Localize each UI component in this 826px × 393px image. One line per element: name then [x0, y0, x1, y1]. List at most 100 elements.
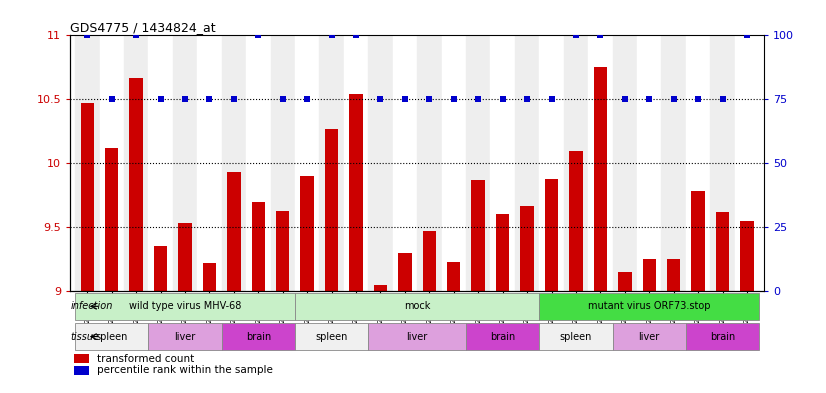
- Bar: [325, 129, 339, 291]
- Bar: [716, 212, 729, 291]
- Point: [643, 96, 656, 103]
- Text: infection: infection: [71, 301, 113, 311]
- Bar: [178, 223, 192, 291]
- Bar: [149, 35, 173, 291]
- Bar: [154, 246, 168, 291]
- Bar: [271, 35, 295, 291]
- Bar: [491, 35, 515, 291]
- Point: [301, 96, 314, 103]
- Bar: [594, 67, 607, 291]
- Text: spleen: spleen: [560, 332, 592, 342]
- Bar: [344, 35, 368, 291]
- Point: [276, 96, 289, 103]
- Text: mutant virus ORF73.stop: mutant virus ORF73.stop: [588, 301, 710, 311]
- Bar: [667, 259, 681, 291]
- Bar: [472, 180, 485, 291]
- Text: liver: liver: [638, 332, 660, 342]
- Bar: [496, 215, 510, 291]
- Bar: [691, 191, 705, 291]
- Point: [618, 96, 631, 103]
- Bar: [520, 206, 534, 291]
- FancyBboxPatch shape: [686, 323, 759, 350]
- Bar: [662, 35, 686, 291]
- Point: [447, 96, 460, 103]
- Bar: [588, 35, 613, 291]
- Bar: [105, 148, 118, 291]
- Bar: [74, 366, 89, 375]
- Text: brain: brain: [710, 332, 735, 342]
- Bar: [735, 35, 759, 291]
- Text: transformed count: transformed count: [97, 354, 194, 364]
- FancyBboxPatch shape: [539, 293, 759, 320]
- Point: [227, 96, 240, 103]
- Bar: [710, 35, 735, 291]
- FancyBboxPatch shape: [221, 323, 295, 350]
- Text: liver: liver: [406, 332, 428, 342]
- Point: [252, 32, 265, 39]
- Point: [374, 96, 387, 103]
- Bar: [99, 35, 124, 291]
- Bar: [466, 35, 491, 291]
- Point: [349, 32, 363, 39]
- Bar: [515, 35, 539, 291]
- Point: [472, 96, 485, 103]
- Point: [716, 96, 729, 103]
- FancyBboxPatch shape: [539, 323, 613, 350]
- Bar: [569, 151, 582, 291]
- Point: [691, 96, 705, 103]
- FancyBboxPatch shape: [75, 323, 149, 350]
- Bar: [295, 35, 320, 291]
- FancyBboxPatch shape: [149, 323, 221, 350]
- Point: [105, 96, 118, 103]
- Text: wild type virus MHV-68: wild type virus MHV-68: [129, 301, 241, 311]
- Bar: [374, 285, 387, 291]
- Bar: [130, 77, 143, 291]
- Bar: [398, 253, 411, 291]
- Bar: [417, 35, 442, 291]
- Bar: [686, 35, 710, 291]
- FancyBboxPatch shape: [368, 323, 466, 350]
- Text: GDS4775 / 1434824_at: GDS4775 / 1434824_at: [70, 21, 216, 34]
- Bar: [202, 263, 216, 291]
- Bar: [740, 221, 753, 291]
- Bar: [423, 231, 436, 291]
- Point: [740, 32, 753, 39]
- Point: [520, 96, 534, 103]
- Bar: [320, 35, 344, 291]
- Point: [178, 96, 192, 103]
- Bar: [545, 179, 558, 291]
- Text: spleen: spleen: [96, 332, 128, 342]
- Bar: [618, 272, 632, 291]
- Point: [398, 96, 411, 103]
- Text: spleen: spleen: [316, 332, 348, 342]
- Point: [496, 96, 510, 103]
- Bar: [613, 35, 637, 291]
- Text: brain: brain: [490, 332, 515, 342]
- Bar: [563, 35, 588, 291]
- Bar: [392, 35, 417, 291]
- Point: [569, 32, 582, 39]
- Text: tissue: tissue: [71, 332, 100, 342]
- Bar: [246, 35, 271, 291]
- Point: [667, 96, 681, 103]
- Point: [203, 96, 216, 103]
- FancyBboxPatch shape: [613, 323, 686, 350]
- Point: [423, 96, 436, 103]
- Bar: [539, 35, 563, 291]
- FancyBboxPatch shape: [295, 323, 368, 350]
- Point: [154, 96, 167, 103]
- FancyBboxPatch shape: [75, 293, 295, 320]
- Text: liver: liver: [174, 332, 196, 342]
- Text: mock: mock: [404, 301, 430, 311]
- Bar: [81, 103, 94, 291]
- Point: [545, 96, 558, 103]
- Bar: [197, 35, 221, 291]
- FancyBboxPatch shape: [466, 323, 539, 350]
- Bar: [368, 35, 392, 291]
- Bar: [252, 202, 265, 291]
- Bar: [221, 35, 246, 291]
- Bar: [301, 176, 314, 291]
- Text: brain: brain: [245, 332, 271, 342]
- Bar: [124, 35, 149, 291]
- Point: [325, 32, 338, 39]
